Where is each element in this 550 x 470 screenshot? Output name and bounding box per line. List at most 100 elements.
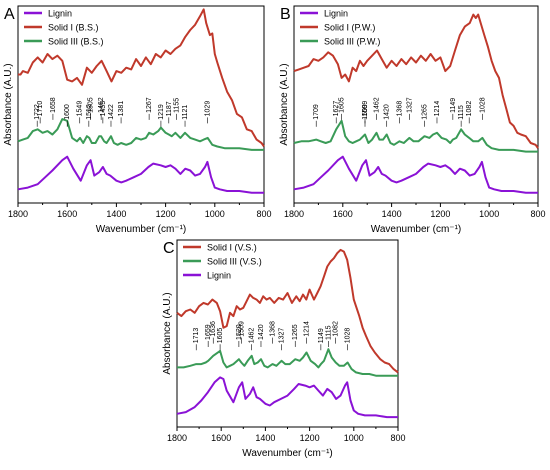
x-tick-label: 1800 <box>167 433 187 443</box>
peak-label: 1722 <box>34 104 41 120</box>
x-tick-label: 1400 <box>382 209 402 219</box>
peak-label: 1028 <box>345 328 352 344</box>
peak-label: 1509 <box>362 104 369 120</box>
peak-label: 1636 <box>210 321 217 337</box>
peak-label: 1713 <box>193 328 200 344</box>
legend-entry: Solid III (B.S.) <box>48 37 104 47</box>
peak-label: 1509 <box>362 101 369 117</box>
peak-label: 1462 <box>249 328 256 344</box>
peak-label: 1115 <box>325 325 332 340</box>
peak-label: 1214 <box>304 321 311 337</box>
series-line-solid-i-v-s <box>176 248 399 374</box>
peak-label: 1265 <box>422 104 429 120</box>
peak-label: 1368 <box>269 321 276 337</box>
legend-entry: Solid I (V.S.) <box>207 243 257 253</box>
peak-label: 1187 <box>166 101 173 116</box>
x-tick-label: 1400 <box>255 433 275 443</box>
legend: Solid I (V.S.) Solid III (V.S.) Lignin <box>183 243 262 281</box>
y-axis-label: Absorbance (A.U.) <box>3 63 14 145</box>
peak-label: 1462 <box>98 97 105 113</box>
peak-label: 1709 <box>313 104 320 120</box>
legend: Lignin Solid I (P.W.) Solid III (P.W.) <box>300 9 380 47</box>
x-tick-label: 1200 <box>300 433 320 443</box>
x-tick-label: 1200 <box>156 209 176 219</box>
peak-label: 1214 <box>434 101 441 117</box>
series-line-lignin <box>293 155 538 194</box>
series-line-lignin <box>17 155 264 194</box>
legend: Lignin Solid I (B.S.) Solid III (B.S.) <box>24 9 104 47</box>
legend-entry: Lignin <box>207 271 231 281</box>
peak-label: 1512 <box>86 104 93 120</box>
peak-label: 1121 <box>182 105 189 120</box>
x-tick-label: 1800 <box>8 209 28 219</box>
peak-label: 1422 <box>108 104 115 120</box>
x-tick-label: 1600 <box>211 433 231 443</box>
peak-label: 1028 <box>479 97 486 113</box>
peak-label: 1509 <box>238 321 245 337</box>
peak-label: 1658 <box>50 97 57 113</box>
legend-entry: Lignin <box>324 9 348 19</box>
peak-label: 1462 <box>373 97 380 113</box>
legend-entry: Lignin <box>48 9 72 19</box>
x-tick-label: 1000 <box>344 433 364 443</box>
x-axis-label: Wavenumber (cm⁻¹) <box>96 224 186 235</box>
legend-entry: Solid I (P.W.) <box>324 23 375 33</box>
peak-label: 1381 <box>118 101 125 117</box>
peak-label: 1149 <box>318 328 325 343</box>
x-tick-label: 1600 <box>57 209 77 219</box>
x-tick-label: 800 <box>390 433 405 443</box>
y-axis-label: Absorbance (A.U.) <box>279 63 290 145</box>
series-line-solid-iii-p-w <box>293 119 538 153</box>
x-tick-label: 1000 <box>479 209 499 219</box>
peak-label: 1265 <box>292 324 299 340</box>
series-line-solid-iii-v-s <box>177 348 398 377</box>
peak-label: 1455 <box>100 101 107 117</box>
panel-letter: B <box>280 6 291 23</box>
peak-label: 1082 <box>333 321 340 337</box>
panel-letter: A <box>4 6 15 23</box>
peak-label: 1627 <box>333 101 340 117</box>
peak-label: 1420 <box>384 104 391 120</box>
x-tick-label: 1400 <box>106 209 126 219</box>
peak-label: 1115 <box>458 105 465 120</box>
x-tick-label: 1200 <box>430 209 450 219</box>
panel-letter: C <box>163 240 175 257</box>
peak-label: 1605 <box>217 328 224 344</box>
peak-label: 1368 <box>396 101 403 117</box>
peak-label: 1710 <box>37 101 44 117</box>
x-tick-label: 1800 <box>284 209 304 219</box>
series-line-solid-i-p-w <box>293 13 539 149</box>
peak-label: 1505 <box>88 97 95 113</box>
legend-entry: Solid III (P.W.) <box>324 37 380 47</box>
x-tick-label: 800 <box>256 209 271 219</box>
peak-label: 1549 <box>77 101 84 117</box>
peak-label: 1219 <box>158 104 165 120</box>
peak-label: 1600 <box>64 104 71 120</box>
peak-label: 1149 <box>450 98 457 113</box>
x-tick-label: 1000 <box>205 209 225 219</box>
peak-label: 1659 <box>205 324 212 340</box>
x-tick-label: 1600 <box>333 209 353 219</box>
peak-label: 1420 <box>258 324 265 340</box>
peak-label: 1029 <box>205 101 212 117</box>
x-axis-label: Wavenumber (cm⁻¹) <box>242 448 332 459</box>
peak-label: 1327 <box>406 97 413 113</box>
series-line-solid-i-b-s <box>18 8 265 148</box>
series-line-lignin <box>176 376 398 419</box>
peak-label: 1520 <box>236 324 243 340</box>
y-axis-label: Absorbance (A.U.) <box>162 292 173 374</box>
peak-label: 1155 <box>174 98 181 113</box>
peak-label: 1082 <box>466 101 473 117</box>
legend-entry: Solid III (V.S.) <box>207 257 262 267</box>
x-tick-label: 800 <box>530 209 545 219</box>
peak-label: 1267 <box>146 97 153 113</box>
legend-entry: Solid I (B.S.) <box>48 23 99 33</box>
peak-label: 1327 <box>279 328 286 344</box>
x-axis-label: Wavenumber (cm⁻¹) <box>371 224 461 235</box>
